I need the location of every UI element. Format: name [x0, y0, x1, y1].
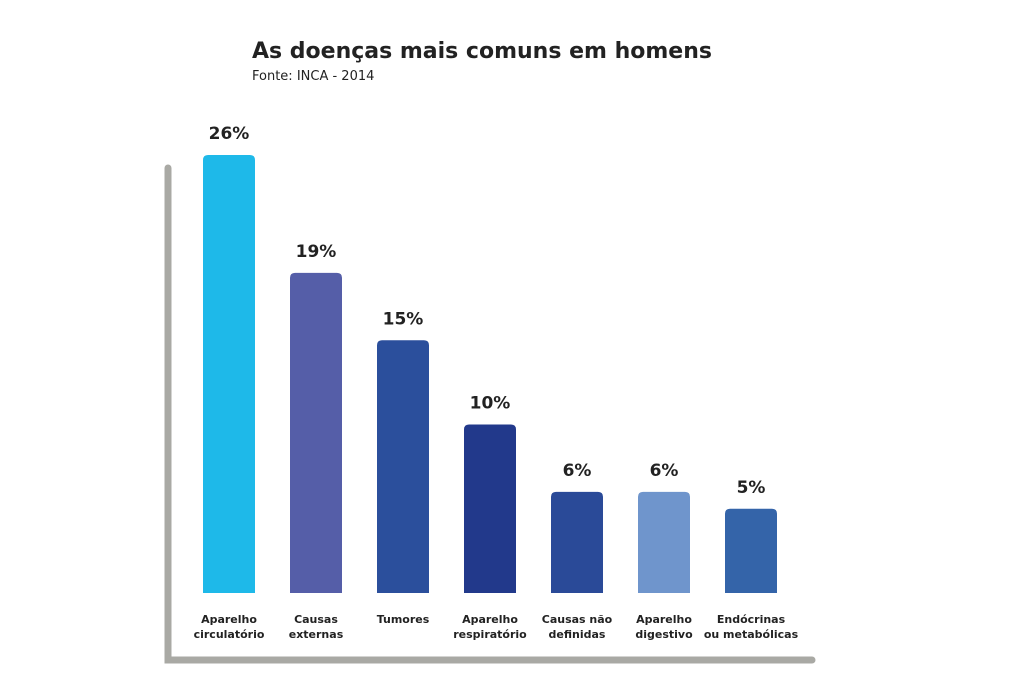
x-tick-label: Causas externas	[288, 613, 344, 641]
bar	[377, 340, 429, 593]
chart-title: As doenças mais comuns em homens	[252, 39, 712, 64]
value-label: 6%	[650, 461, 679, 481]
axis	[164, 164, 816, 664]
bar	[464, 424, 516, 593]
chart-subtitle: Fonte: INCA - 2014	[252, 69, 374, 84]
value-label: 6%	[563, 461, 592, 481]
bar	[551, 491, 603, 593]
x-tick-label: Aparelho circulatório	[193, 613, 265, 641]
x-tick-label: Aparelho digestivo	[635, 613, 693, 641]
x-tick-label: Tumores	[376, 613, 430, 626]
x-tick-label: Causas não definidas	[541, 613, 613, 641]
bar	[203, 155, 255, 593]
bar	[290, 272, 342, 593]
x-tick-label: Aparelho respiratório	[453, 613, 527, 641]
value-label: 19%	[296, 242, 337, 262]
value-label: 5%	[737, 478, 766, 498]
x-tick-label: Endócrinas ou metabólicas	[703, 613, 799, 641]
value-label: 10%	[470, 394, 511, 414]
value-label: 26%	[209, 124, 250, 144]
bar	[638, 491, 690, 593]
value-label: 15%	[383, 309, 424, 329]
bar	[725, 508, 777, 593]
